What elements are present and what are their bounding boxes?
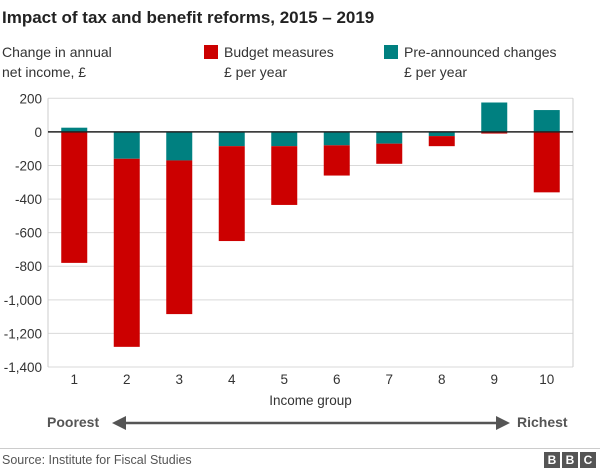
legend-unit: £ per year <box>224 64 288 80</box>
arrow-right-head <box>496 416 510 430</box>
bar-budget <box>271 146 298 205</box>
poorest-label: Poorest <box>47 414 100 430</box>
x-axis-label: Income group <box>269 393 352 408</box>
bar-preannounced <box>533 110 560 132</box>
bar-preannounced <box>166 131 193 161</box>
y-tick-label: -1,000 <box>4 293 42 308</box>
source-text: Source: Institute for Fiscal Studies <box>2 453 192 467</box>
y-tick-label: -800 <box>15 259 42 274</box>
y-axis-label: Change in annual net income, £ <box>2 42 112 82</box>
bar-preannounced <box>481 102 508 132</box>
x-tick-label: 2 <box>123 372 131 387</box>
bar-budget <box>481 131 508 134</box>
legend-preannounced: Pre-announced changes £ per year <box>404 42 557 82</box>
x-tick-label: 3 <box>175 372 183 387</box>
bar-preannounced <box>113 131 140 159</box>
y-axis-label-line1: Change in annual <box>2 44 112 60</box>
bar-preannounced <box>376 131 403 144</box>
x-tick-label: 8 <box>438 372 446 387</box>
x-tick-label: 7 <box>385 372 393 387</box>
bar-budget <box>113 158 140 347</box>
bar-budget <box>61 131 88 263</box>
richest-label: Richest <box>517 414 568 430</box>
bar-budget <box>218 146 245 242</box>
legend-swatch-preannounced <box>384 45 398 59</box>
bar-preannounced <box>271 131 298 147</box>
legend-label: Budget measures <box>224 44 334 60</box>
bar-preannounced <box>61 127 88 132</box>
x-tick-label: 9 <box>490 372 498 387</box>
x-tick-label: 5 <box>280 372 288 387</box>
legend-budget: Budget measures £ per year <box>224 42 334 82</box>
y-tick-label: 200 <box>19 91 42 106</box>
bar-budget <box>166 160 193 315</box>
y-tick-label: -1,200 <box>4 326 42 341</box>
arrow-left-head <box>112 416 126 430</box>
y-axis-label-line2: net income, £ <box>2 64 87 80</box>
legend-label: Pre-announced changes <box>404 44 557 60</box>
y-tick-label: -600 <box>15 226 42 241</box>
bar-budget <box>428 136 455 147</box>
legend-unit: £ per year <box>404 64 468 80</box>
y-tick-label: -400 <box>15 192 42 207</box>
bar-preannounced <box>323 131 350 146</box>
bar-budget <box>533 131 560 193</box>
x-tick-label: 4 <box>228 372 236 387</box>
y-tick-label: -1,400 <box>4 360 42 375</box>
x-tick-label: 10 <box>539 372 554 387</box>
bar-budget <box>323 145 350 176</box>
bar-preannounced <box>428 131 455 137</box>
y-tick-label: 0 <box>34 125 42 140</box>
chart-title: Impact of tax and benefit reforms, 2015 … <box>2 8 375 27</box>
bar-preannounced <box>218 131 245 147</box>
x-tick-label: 1 <box>70 372 78 387</box>
bar-budget <box>376 143 403 164</box>
divider <box>0 448 600 449</box>
legend-swatch-budget <box>204 45 218 59</box>
x-tick-label: 6 <box>333 372 341 387</box>
y-tick-label: -200 <box>15 158 42 173</box>
